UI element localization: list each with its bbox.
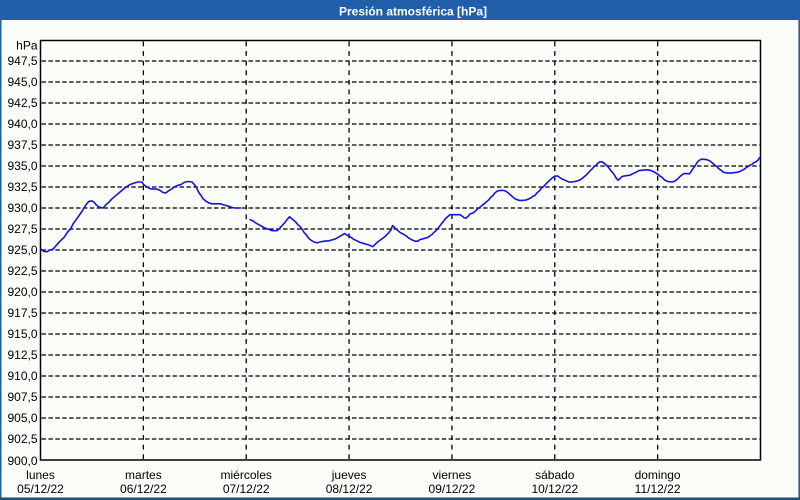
svg-text:930,0: 930,0: [7, 201, 37, 215]
svg-text:910,0: 910,0: [7, 369, 37, 383]
svg-text:07/12/22: 07/12/22: [223, 482, 270, 496]
svg-text:937,5: 937,5: [7, 138, 37, 152]
svg-text:917,5: 917,5: [7, 306, 37, 320]
svg-text:jueves: jueves: [331, 468, 367, 482]
svg-text:06/12/22: 06/12/22: [120, 482, 167, 496]
svg-text:05/12/22: 05/12/22: [17, 482, 64, 496]
svg-text:905,0: 905,0: [7, 411, 37, 425]
svg-text:925,0: 925,0: [7, 243, 37, 257]
svg-text:920,0: 920,0: [7, 285, 37, 299]
svg-text:945,0: 945,0: [7, 75, 37, 89]
svg-text:lunes: lunes: [26, 468, 55, 482]
svg-text:947,5: 947,5: [7, 54, 37, 68]
svg-text:902,5: 902,5: [7, 432, 37, 446]
svg-text:10/12/22: 10/12/22: [531, 482, 578, 496]
svg-text:922,5: 922,5: [7, 264, 37, 278]
svg-text:935,0: 935,0: [7, 159, 37, 173]
svg-text:940,0: 940,0: [7, 117, 37, 131]
svg-text:900,0: 900,0: [7, 454, 37, 468]
svg-text:sábado: sábado: [535, 468, 575, 482]
svg-text:11/12/22: 11/12/22: [635, 482, 681, 496]
svg-text:09/12/22: 09/12/22: [429, 482, 476, 496]
svg-text:Presión atmosférica [hPa]: Presión atmosférica [hPa]: [339, 5, 487, 19]
svg-text:912,5: 912,5: [7, 348, 37, 362]
svg-text:907,5: 907,5: [7, 390, 37, 404]
svg-text:domingo: domingo: [635, 468, 681, 482]
svg-text:932,5: 932,5: [7, 180, 37, 194]
svg-text:viernes: viernes: [433, 468, 472, 482]
svg-text:927,5: 927,5: [7, 222, 37, 236]
svg-text:08/12/22: 08/12/22: [326, 482, 373, 496]
svg-text:hPa: hPa: [16, 39, 38, 53]
svg-text:miércoles: miércoles: [221, 468, 272, 482]
svg-text:915,0: 915,0: [7, 327, 37, 341]
svg-text:martes: martes: [125, 468, 162, 482]
svg-text:942,5: 942,5: [7, 96, 37, 110]
